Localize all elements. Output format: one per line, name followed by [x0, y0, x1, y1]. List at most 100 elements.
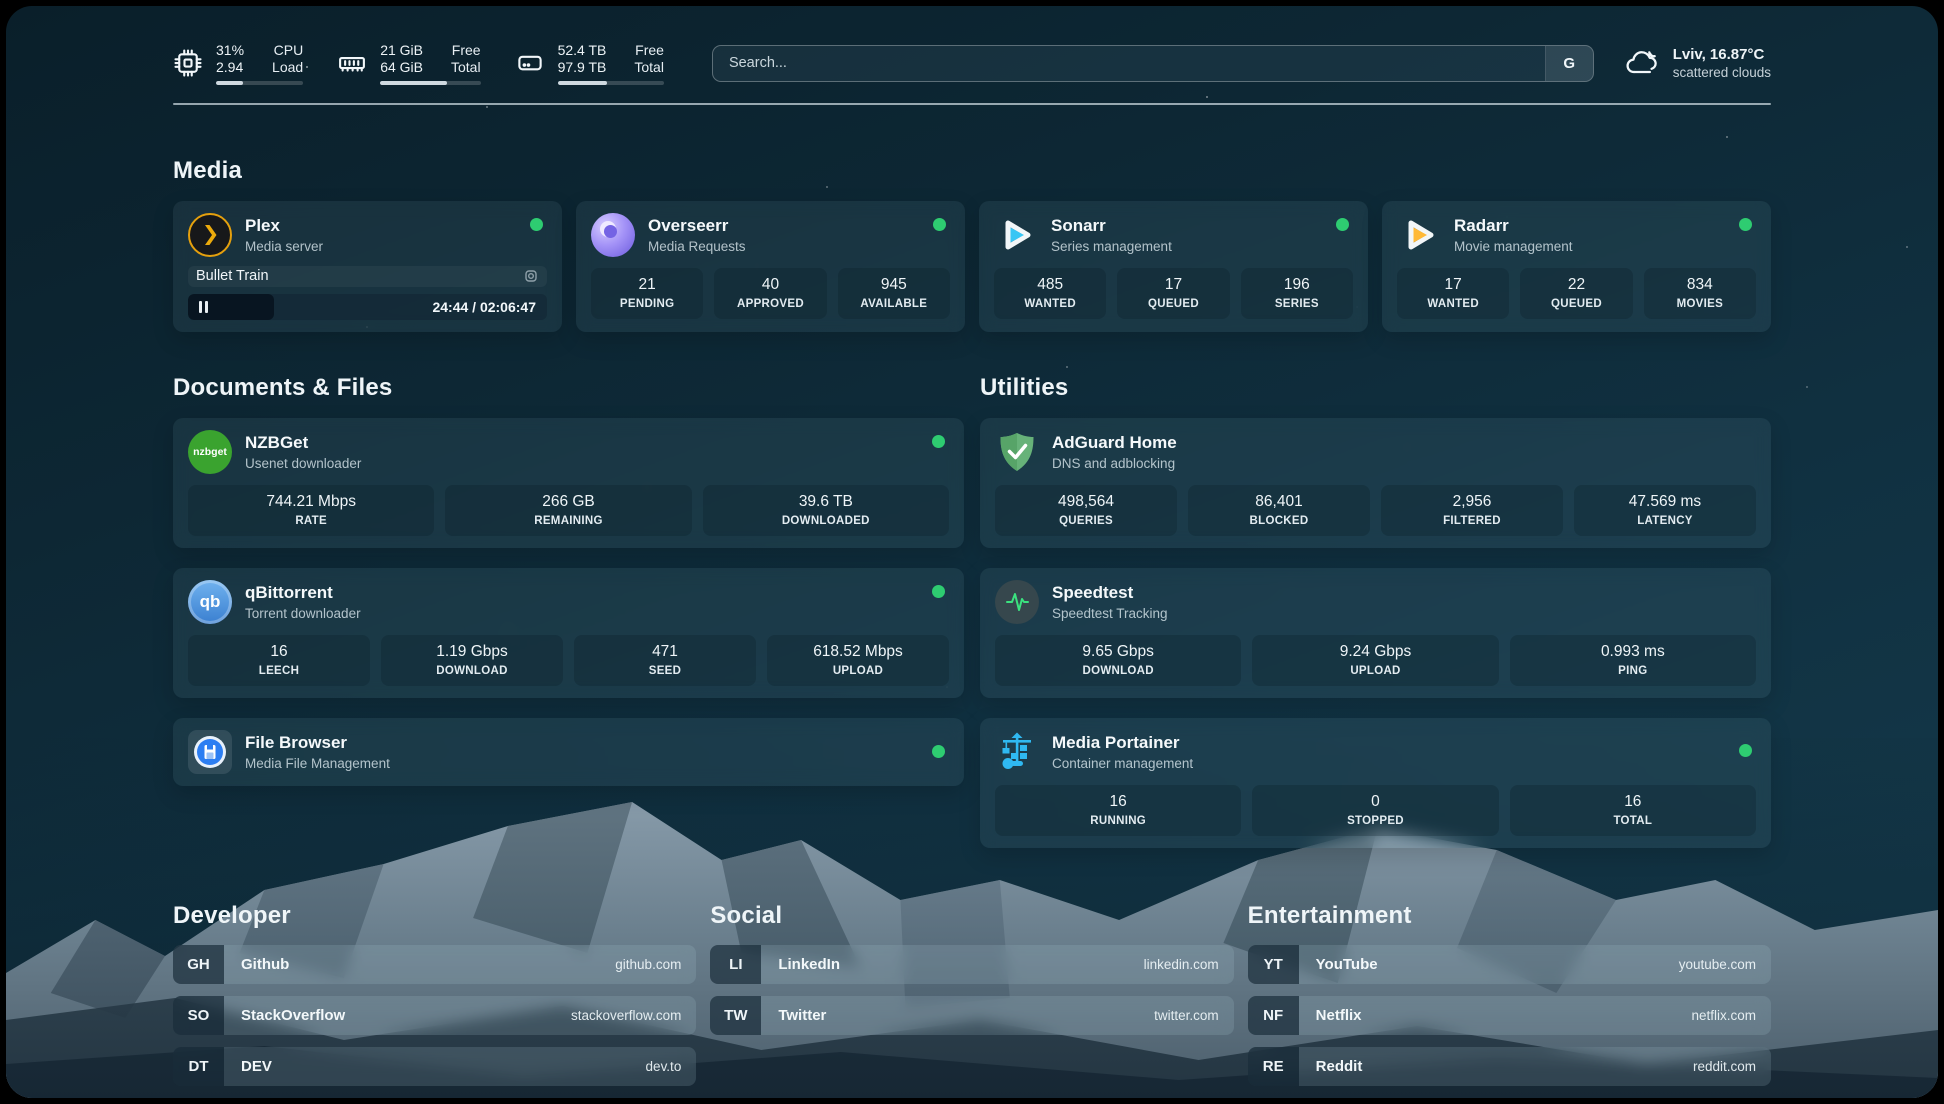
app-name: Plex: [245, 216, 280, 235]
status-online-dot: [530, 218, 543, 231]
status-online-dot: [1739, 218, 1752, 231]
disk-progress-bar: [557, 80, 664, 85]
app-card-overseerr[interactable]: Overseerr Media Requests 21 PENDING 40 A…: [576, 201, 965, 332]
weather-condition: scattered clouds: [1672, 65, 1771, 80]
documents-section-title: Documents & Files: [173, 374, 393, 401]
cpu-icon: [174, 49, 202, 77]
dashboard-screen: 31% CPU 2.94 Load 21 GiB Free 64 GiB Tot…: [6, 6, 1938, 1098]
disk-icon: [517, 55, 542, 71]
app-name: File Browser: [245, 733, 348, 752]
bookmark-dev[interactable]: DT DEV dev.to: [173, 1047, 697, 1086]
bookmark-reddit[interactable]: RE Reddit reddit.com: [1247, 1047, 1771, 1086]
media-section-title: Media: [173, 157, 243, 184]
playback-progress-bar[interactable]: 24:44 / 02:06:47: [188, 294, 547, 320]
bookmark-youtube[interactable]: YT YouTube youtube.com: [1247, 945, 1771, 984]
stat-ping: 0.993 ms PING: [1509, 635, 1756, 686]
cpu-load-value: 2.94: [216, 58, 244, 75]
entertainment-section-title: Entertainment: [1247, 902, 1412, 929]
memory-progress-bar: [380, 80, 481, 85]
qbittorrent-icon: qb: [188, 580, 232, 624]
app-card-adguard[interactable]: AdGuard Home DNS and adblocking 498,564 …: [980, 418, 1771, 548]
app-description: DNS and adblocking: [1052, 456, 1176, 471]
stat-queries: 498,564 QUERIES: [995, 485, 1177, 536]
gear-icon[interactable]: [523, 268, 539, 284]
stat-downloaded: 39.6 TB DOWNLOADED: [702, 485, 949, 536]
memory-stat: 21 GiB Free 64 GiB Total: [337, 41, 481, 85]
dev-abbr-icon: DT: [173, 1047, 224, 1086]
developer-section-title: Developer: [173, 902, 291, 929]
youtube-abbr-icon: YT: [1247, 945, 1299, 984]
section-utilities: Utilities: [980, 374, 1771, 848]
app-description: Series management: [1051, 239, 1172, 254]
section-developer: Developer GH Github github.com SO StackO…: [173, 902, 697, 1086]
app-description: Usenet downloader: [245, 456, 362, 471]
bookmark-stackoverflow[interactable]: SO StackOverflow stackoverflow.com: [173, 996, 697, 1035]
status-online-dot: [932, 745, 945, 758]
app-description: Media server: [245, 239, 324, 254]
stat-latency: 47.569 ms LATENCY: [1574, 485, 1756, 536]
app-card-portainer[interactable]: Media Portainer Container management 16 …: [980, 718, 1771, 848]
app-card-nzbget[interactable]: nzbget NZBGet Usenet downloader 744.21 M…: [173, 418, 964, 548]
app-card-qbittorrent[interactable]: qb qBittorrent Torrent downloader 16 LEE…: [173, 568, 964, 698]
app-card-filebrowser[interactable]: File Browser Media File Management: [173, 718, 964, 786]
memory-total-label: Total: [451, 58, 481, 75]
weather-widget[interactable]: Lviv, 16.87°C scattered clouds: [1624, 45, 1771, 81]
top-bar: 31% CPU 2.94 Load 21 GiB Free 64 GiB Tot…: [173, 36, 1771, 90]
reddit-abbr-icon: RE: [1247, 1047, 1299, 1086]
app-description: Media File Management: [245, 756, 390, 771]
plex-now-playing: Bullet Train 24:44 / 02:06:47: [188, 266, 547, 320]
app-card-radarr[interactable]: Radarr Movie management 17 WANTED 22 QUE…: [1382, 201, 1771, 332]
nzbget-icon: nzbget: [188, 430, 232, 474]
disk-total-value: 97.9 TB: [557, 58, 607, 75]
bookmark-github[interactable]: GH Github github.com: [173, 945, 697, 984]
section-documents: Documents & Files nzbget NZBGet Usenet d…: [173, 374, 964, 848]
playback-time: 24:44 / 02:06:47: [432, 299, 536, 315]
app-name: Speedtest: [1052, 583, 1134, 602]
stat-series: 196 SERIES: [1240, 268, 1353, 319]
bookmark-linkedin[interactable]: LI LinkedIn linkedin.com: [710, 945, 1234, 984]
stat-seed: 471 SEED: [574, 635, 756, 686]
app-card-sonarr[interactable]: Sonarr Series management 485 WANTED 17 Q…: [979, 201, 1368, 332]
status-online-dot: [932, 585, 945, 598]
section-media: Media Plex Media server: [173, 157, 1771, 332]
stat-blocked: 86,401 BLOCKED: [1188, 485, 1370, 536]
stat-download: 9.65 Gbps DOWNLOAD: [995, 635, 1242, 686]
search-input[interactable]: [712, 45, 1545, 81]
stat-upload: 9.24 Gbps UPLOAD: [1252, 635, 1499, 686]
playback-played-segment: [188, 294, 275, 320]
app-name: Overseerr: [648, 216, 729, 235]
search-engine-button[interactable]: G: [1544, 45, 1593, 81]
app-card-speedtest[interactable]: Speedtest Speedtest Tracking 9.65 Gbps D…: [980, 568, 1771, 698]
stat-wanted: 485 WANTED: [994, 268, 1107, 319]
speedtest-icon: [995, 580, 1039, 624]
bookmark-twitter[interactable]: TW Twitter twitter.com: [710, 996, 1234, 1035]
stat-rate: 744.21 Mbps RATE: [188, 485, 435, 536]
netflix-abbr-icon: NF: [1247, 996, 1299, 1035]
stat-movies: 834 MOVIES: [1643, 268, 1756, 319]
cpu-usage-value: 31%: [216, 41, 245, 58]
stat-leech: 16 LEECH: [188, 635, 370, 686]
overseerr-icon: [591, 213, 635, 257]
section-entertainment: Entertainment YT YouTube youtube.com NF …: [1247, 902, 1771, 1086]
app-name: qBittorrent: [245, 583, 333, 602]
status-online-dot: [933, 218, 946, 231]
app-name: AdGuard Home: [1052, 433, 1177, 452]
twitter-abbr-icon: TW: [710, 996, 762, 1035]
app-card-plex[interactable]: Plex Media server Bullet Train: [173, 201, 562, 332]
bookmark-netflix[interactable]: NF Netflix netflix.com: [1247, 996, 1771, 1035]
sonarr-icon: [994, 213, 1038, 257]
app-name: NZBGet: [245, 433, 309, 452]
cpu-label: CPU: [273, 41, 304, 58]
search-bar[interactable]: G: [711, 44, 1594, 82]
disk-free-label: Free: [635, 41, 664, 58]
stat-upload: 618.52 Mbps UPLOAD: [767, 635, 949, 686]
memory-free-value: 21 GiB: [380, 41, 423, 58]
social-section-title: Social: [710, 902, 783, 929]
radarr-icon: [1397, 213, 1441, 257]
memory-icon: [339, 56, 366, 72]
status-online-dot: [1739, 744, 1752, 757]
stat-available: 945 AVAILABLE: [837, 268, 950, 319]
stat-queued: 17 QUEUED: [1117, 268, 1230, 319]
stat-total: 16 TOTAL: [1509, 785, 1756, 836]
cpu-progress-bar: [216, 80, 304, 85]
